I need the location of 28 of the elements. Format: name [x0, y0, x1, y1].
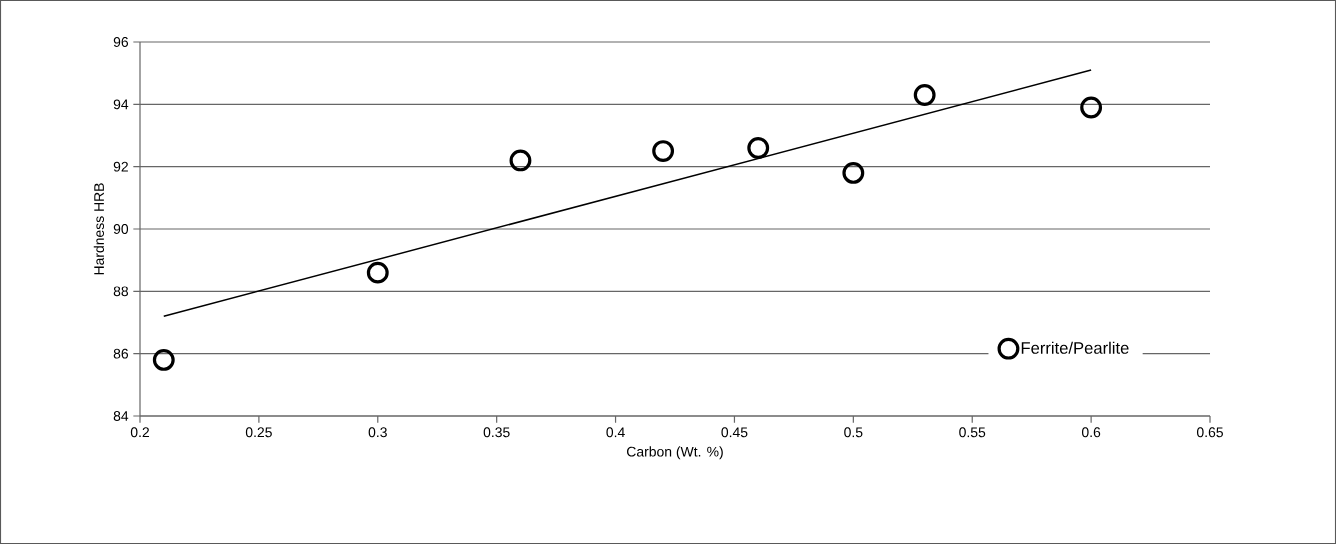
legend-label: Ferrite/Pearlite	[1021, 341, 1129, 354]
x-tick-label: 0.2	[130, 427, 149, 438]
point	[366, 261, 389, 284]
y-axis-title: Hardness HRB	[93, 183, 105, 275]
y-tick-label: 86	[113, 348, 129, 359]
y-tick-label: 88	[113, 286, 129, 297]
y-tick-label: 94	[113, 99, 129, 110]
point	[152, 348, 175, 371]
y-tick-label: 96	[113, 37, 129, 47]
x-tick-label: 0.35	[483, 427, 510, 438]
x-tick-label: 0.45	[721, 427, 748, 438]
point	[913, 84, 936, 106]
point	[652, 140, 675, 163]
y-tick-label: 90	[113, 224, 129, 234]
point	[842, 161, 865, 184]
x-tick-label: 0.6	[1081, 427, 1101, 438]
point	[747, 137, 770, 159]
point	[1080, 96, 1103, 119]
x-axis-title: Carbon (Wt. %)	[627, 446, 723, 460]
x-tick-label: 0.25	[245, 427, 272, 438]
x-tick-label: 0.5	[844, 427, 863, 438]
y-tick-label: 84	[113, 411, 129, 421]
x-tick-label: 0.65	[1196, 427, 1223, 438]
point	[509, 149, 532, 172]
x-tick-label: 0.4	[606, 427, 625, 438]
x-tick-label: 0.55	[959, 427, 986, 438]
y-tick-label: 92	[113, 161, 128, 172]
x-tick-label: 0.3	[368, 427, 387, 438]
